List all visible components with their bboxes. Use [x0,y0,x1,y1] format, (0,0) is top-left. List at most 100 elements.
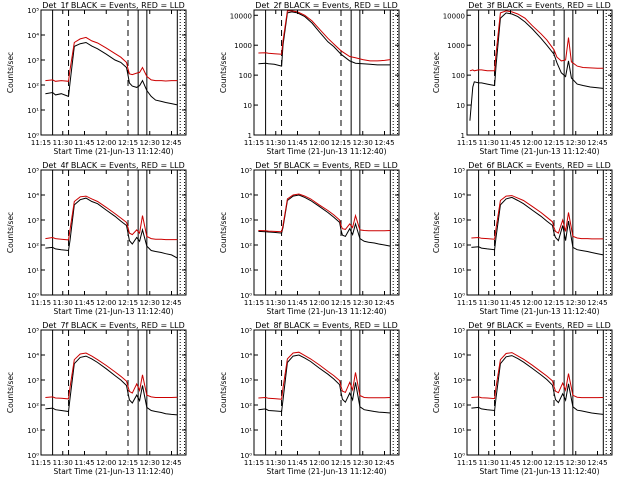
y-tick-label: 10⁴ [240,192,252,200]
x-tick-label: 12:15 [331,299,351,307]
plot-frame [40,329,187,456]
y-tick-label: 10³ [240,217,252,225]
y-tick-label: 10 [243,102,252,110]
x-tick-label: 11:15 [31,139,51,147]
y-tick-label: 10⁰ [453,292,465,300]
y-tick-label: 10000 [230,12,252,20]
y-axis-label: Counts/sec [6,372,15,413]
y-tick-label: 10³ [453,217,465,225]
y-tick-label: 100 [452,72,465,80]
panel-det-7: Det_7f BLACK = Events, RED = LLD 10⁰ 10¹ 10… [6,321,187,476]
y-tick-label: 1000 [234,42,252,50]
x-tick-label: 11:30 [266,459,286,467]
y-tick-label: 10² [27,242,39,250]
y-tick-label: 10¹ [27,427,39,435]
x-axis-label: Start Time (21-Jun-13 11:12:40) [480,307,600,316]
x-tick-label: 11:15 [244,299,264,307]
series-line-lld [469,10,604,72]
x-tick-label: 12:15 [544,459,564,467]
x-tick-label: 12:00 [96,459,116,467]
x-tick-label: 11:30 [266,139,286,147]
x-tick-label: 12:15 [331,459,351,467]
y-tick-label: 10¹ [240,267,252,275]
y-tick-label: 10⁰ [240,292,252,300]
x-axis-label: Start Time (21-Jun-13 11:12:40) [267,307,387,316]
y-tick-label: 10⁵ [240,167,252,175]
panel-det-4: Det_4f BLACK = Events, RED = LLD 10⁰ 10¹ 10… [6,161,187,316]
plot-frame [466,9,613,136]
x-tick-label: 11:45 [287,459,307,467]
y-tick-label: 10² [27,82,39,90]
series-line-events [258,354,391,414]
y-axis-label: Counts/sec [432,212,441,253]
plot-frame [466,329,613,456]
x-tick-label: 12:00 [309,459,329,467]
x-tick-label: 12:45 [374,459,394,467]
panel-title: Det_8f BLACK = Events, RED = LLD [255,321,398,330]
y-tick-label: 10² [453,402,465,410]
x-tick-label: 12:00 [309,139,329,147]
panel-title: Det_6f BLACK = Events, RED = LLD [468,161,611,170]
x-tick-label: 11:15 [457,299,477,307]
x-tick-label: 11:30 [266,299,286,307]
y-tick-label: 10⁴ [27,352,39,360]
x-tick-label: 11:30 [53,139,73,147]
panel-det-5: Det_5f BLACK = Events, RED = LLD 10⁰ 10¹ 10… [219,161,400,316]
x-tick-label: 12:15 [118,459,138,467]
x-axis-label: Start Time (21-Jun-13 11:12:40) [54,307,174,316]
series-line-lld [258,193,391,233]
y-tick-label: 10⁴ [453,352,465,360]
plot-frame [40,169,187,296]
panel-title: Det_2f BLACK = Events, RED = LLD [255,1,398,10]
y-tick-label: 10⁵ [27,167,39,175]
x-tick-label: 12:45 [374,299,394,307]
x-tick-label: 11:45 [74,139,94,147]
plot-frame [253,169,400,296]
panel-title: Det_1f BLACK = Events, RED = LLD [42,1,185,10]
y-tick-label: 10² [240,402,252,410]
x-tick-label: 11:30 [53,299,73,307]
y-tick-label: 10³ [27,217,39,225]
y-tick-label: 10² [453,242,465,250]
x-tick-label: 12:45 [161,139,181,147]
y-tick-label: 10³ [453,377,465,385]
x-tick-label: 11:30 [53,459,73,467]
y-tick-label: 10⁵ [240,327,252,335]
x-tick-label: 12:00 [522,139,542,147]
y-axis-label: Counts/sec [432,372,441,413]
x-tick-label: 11:45 [500,299,520,307]
y-tick-label: 10⁵ [453,167,465,175]
y-tick-label: 10¹ [453,267,465,275]
x-tick-label: 11:15 [457,139,477,147]
panel-title: Det_9f BLACK = Events, RED = LLD [468,321,611,330]
x-tick-label: 12:00 [96,299,116,307]
panel-det-6: Det_6f BLACK = Events, RED = LLD 10⁰ 10¹ 10… [432,161,613,316]
y-tick-label: 10⁰ [27,132,39,140]
x-tick-label: 11:15 [244,139,264,147]
x-tick-label: 11:15 [31,299,51,307]
x-tick-label: 12:00 [522,459,542,467]
x-axis-label: Start Time (21-Jun-13 11:12:40) [54,147,174,156]
x-tick-label: 12:30 [353,299,373,307]
y-tick-label: 1000 [447,42,465,50]
x-tick-label: 12:15 [331,139,351,147]
y-tick-label: 10⁵ [27,7,39,15]
x-tick-label: 11:45 [74,459,94,467]
x-tick-label: 12:45 [587,459,607,467]
x-axis-label: Start Time (21-Jun-13 11:12:40) [267,467,387,476]
x-tick-label: 12:30 [140,139,160,147]
y-axis-label: Counts/sec [432,52,441,93]
y-tick-label: 10⁰ [453,452,465,460]
y-tick-label: 10¹ [27,267,39,275]
y-axis-label: Counts/sec [6,212,15,253]
x-tick-label: 11:30 [479,299,499,307]
series-line-lld [471,195,604,240]
panel-title: Det_4f BLACK = Events, RED = LLD [42,161,185,170]
y-axis-label: Counts/sec [219,52,228,93]
x-tick-label: 11:30 [479,139,499,147]
x-axis-label: Start Time (21-Jun-13 11:12:40) [480,467,600,476]
y-tick-label: 10⁵ [453,327,465,335]
x-tick-label: 11:45 [500,139,520,147]
